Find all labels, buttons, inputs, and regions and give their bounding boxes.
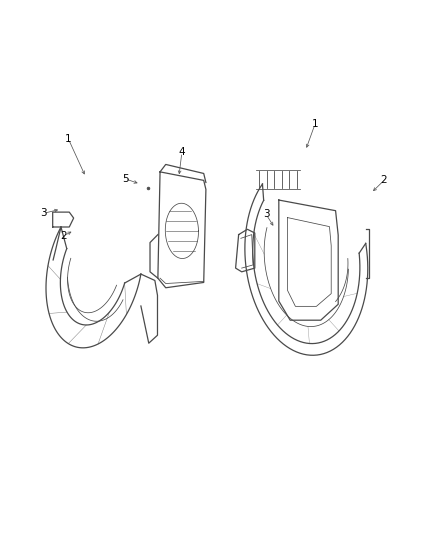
Text: 2: 2 xyxy=(61,231,67,241)
Text: 5: 5 xyxy=(122,174,128,184)
Text: 1: 1 xyxy=(65,134,72,144)
Text: 3: 3 xyxy=(263,209,269,220)
Text: 2: 2 xyxy=(381,175,387,185)
Text: 4: 4 xyxy=(179,147,185,157)
Text: 3: 3 xyxy=(40,208,47,219)
Text: 1: 1 xyxy=(312,119,318,129)
